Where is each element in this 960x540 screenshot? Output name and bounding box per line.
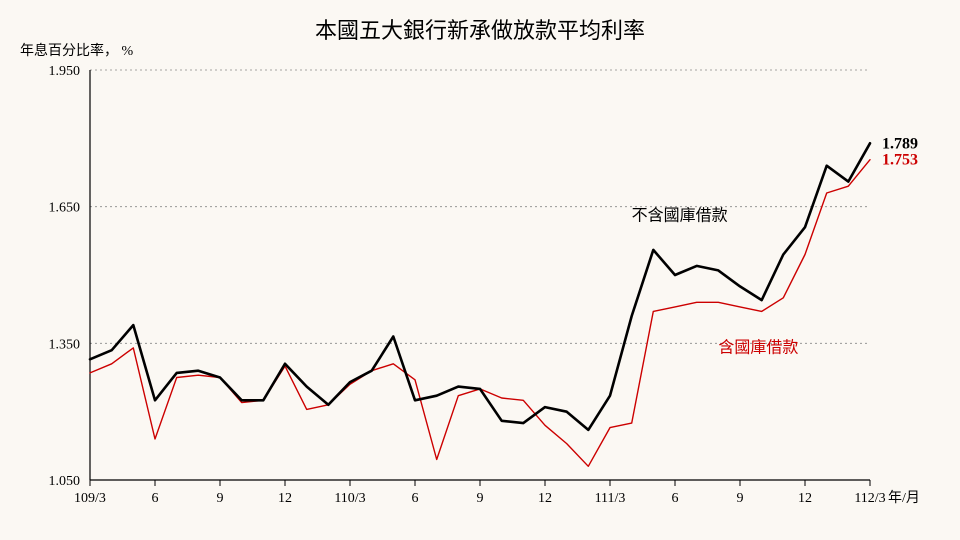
x-tick-label: 12 [538,491,552,506]
x-axis-label: 年/月 [888,490,920,506]
x-tick-label: 6 [152,491,159,506]
x-tick-label: 110/3 [334,491,365,506]
series-label-incl_treasury: 含國庫借款 [718,338,798,356]
series-label-excl_treasury: 不含國庫借款 [632,206,728,224]
x-tick-label: 9 [217,491,224,506]
chart-title: 本國五大銀行新承做放款平均利率 [315,18,645,43]
y-tick-label: 1.350 [49,337,81,352]
y-tick-label: 1.650 [49,201,81,216]
y-tick-label: 1.050 [49,474,81,489]
y-tick-label: 1.950 [49,64,81,79]
end-label-excl_treasury: 1.789 [882,135,918,152]
x-tick-label: 12 [278,491,292,506]
x-tick-label: 109/3 [74,491,106,506]
chart-container: 本國五大銀行新承做放款平均利率年息百分比率， % 1.050 1.350 1.650 1… [0,0,960,540]
x-tick-label: 9 [477,491,484,506]
x-tick-label: 6 [672,491,679,506]
x-tick-label: 111/3 [595,491,626,506]
line-chart: 本國五大銀行新承做放款平均利率年息百分比率， % 1.050 1.350 1.650 1… [0,0,960,540]
x-tick-label: 9 [737,491,744,506]
end-label-incl_treasury: 1.753 [882,152,918,169]
x-tick-label: 6 [412,491,419,506]
x-tick-label: 112/3 [854,491,885,506]
y-axis-unit-label: 年息百分比率， % [20,42,133,59]
x-tick-label: 12 [798,491,812,506]
